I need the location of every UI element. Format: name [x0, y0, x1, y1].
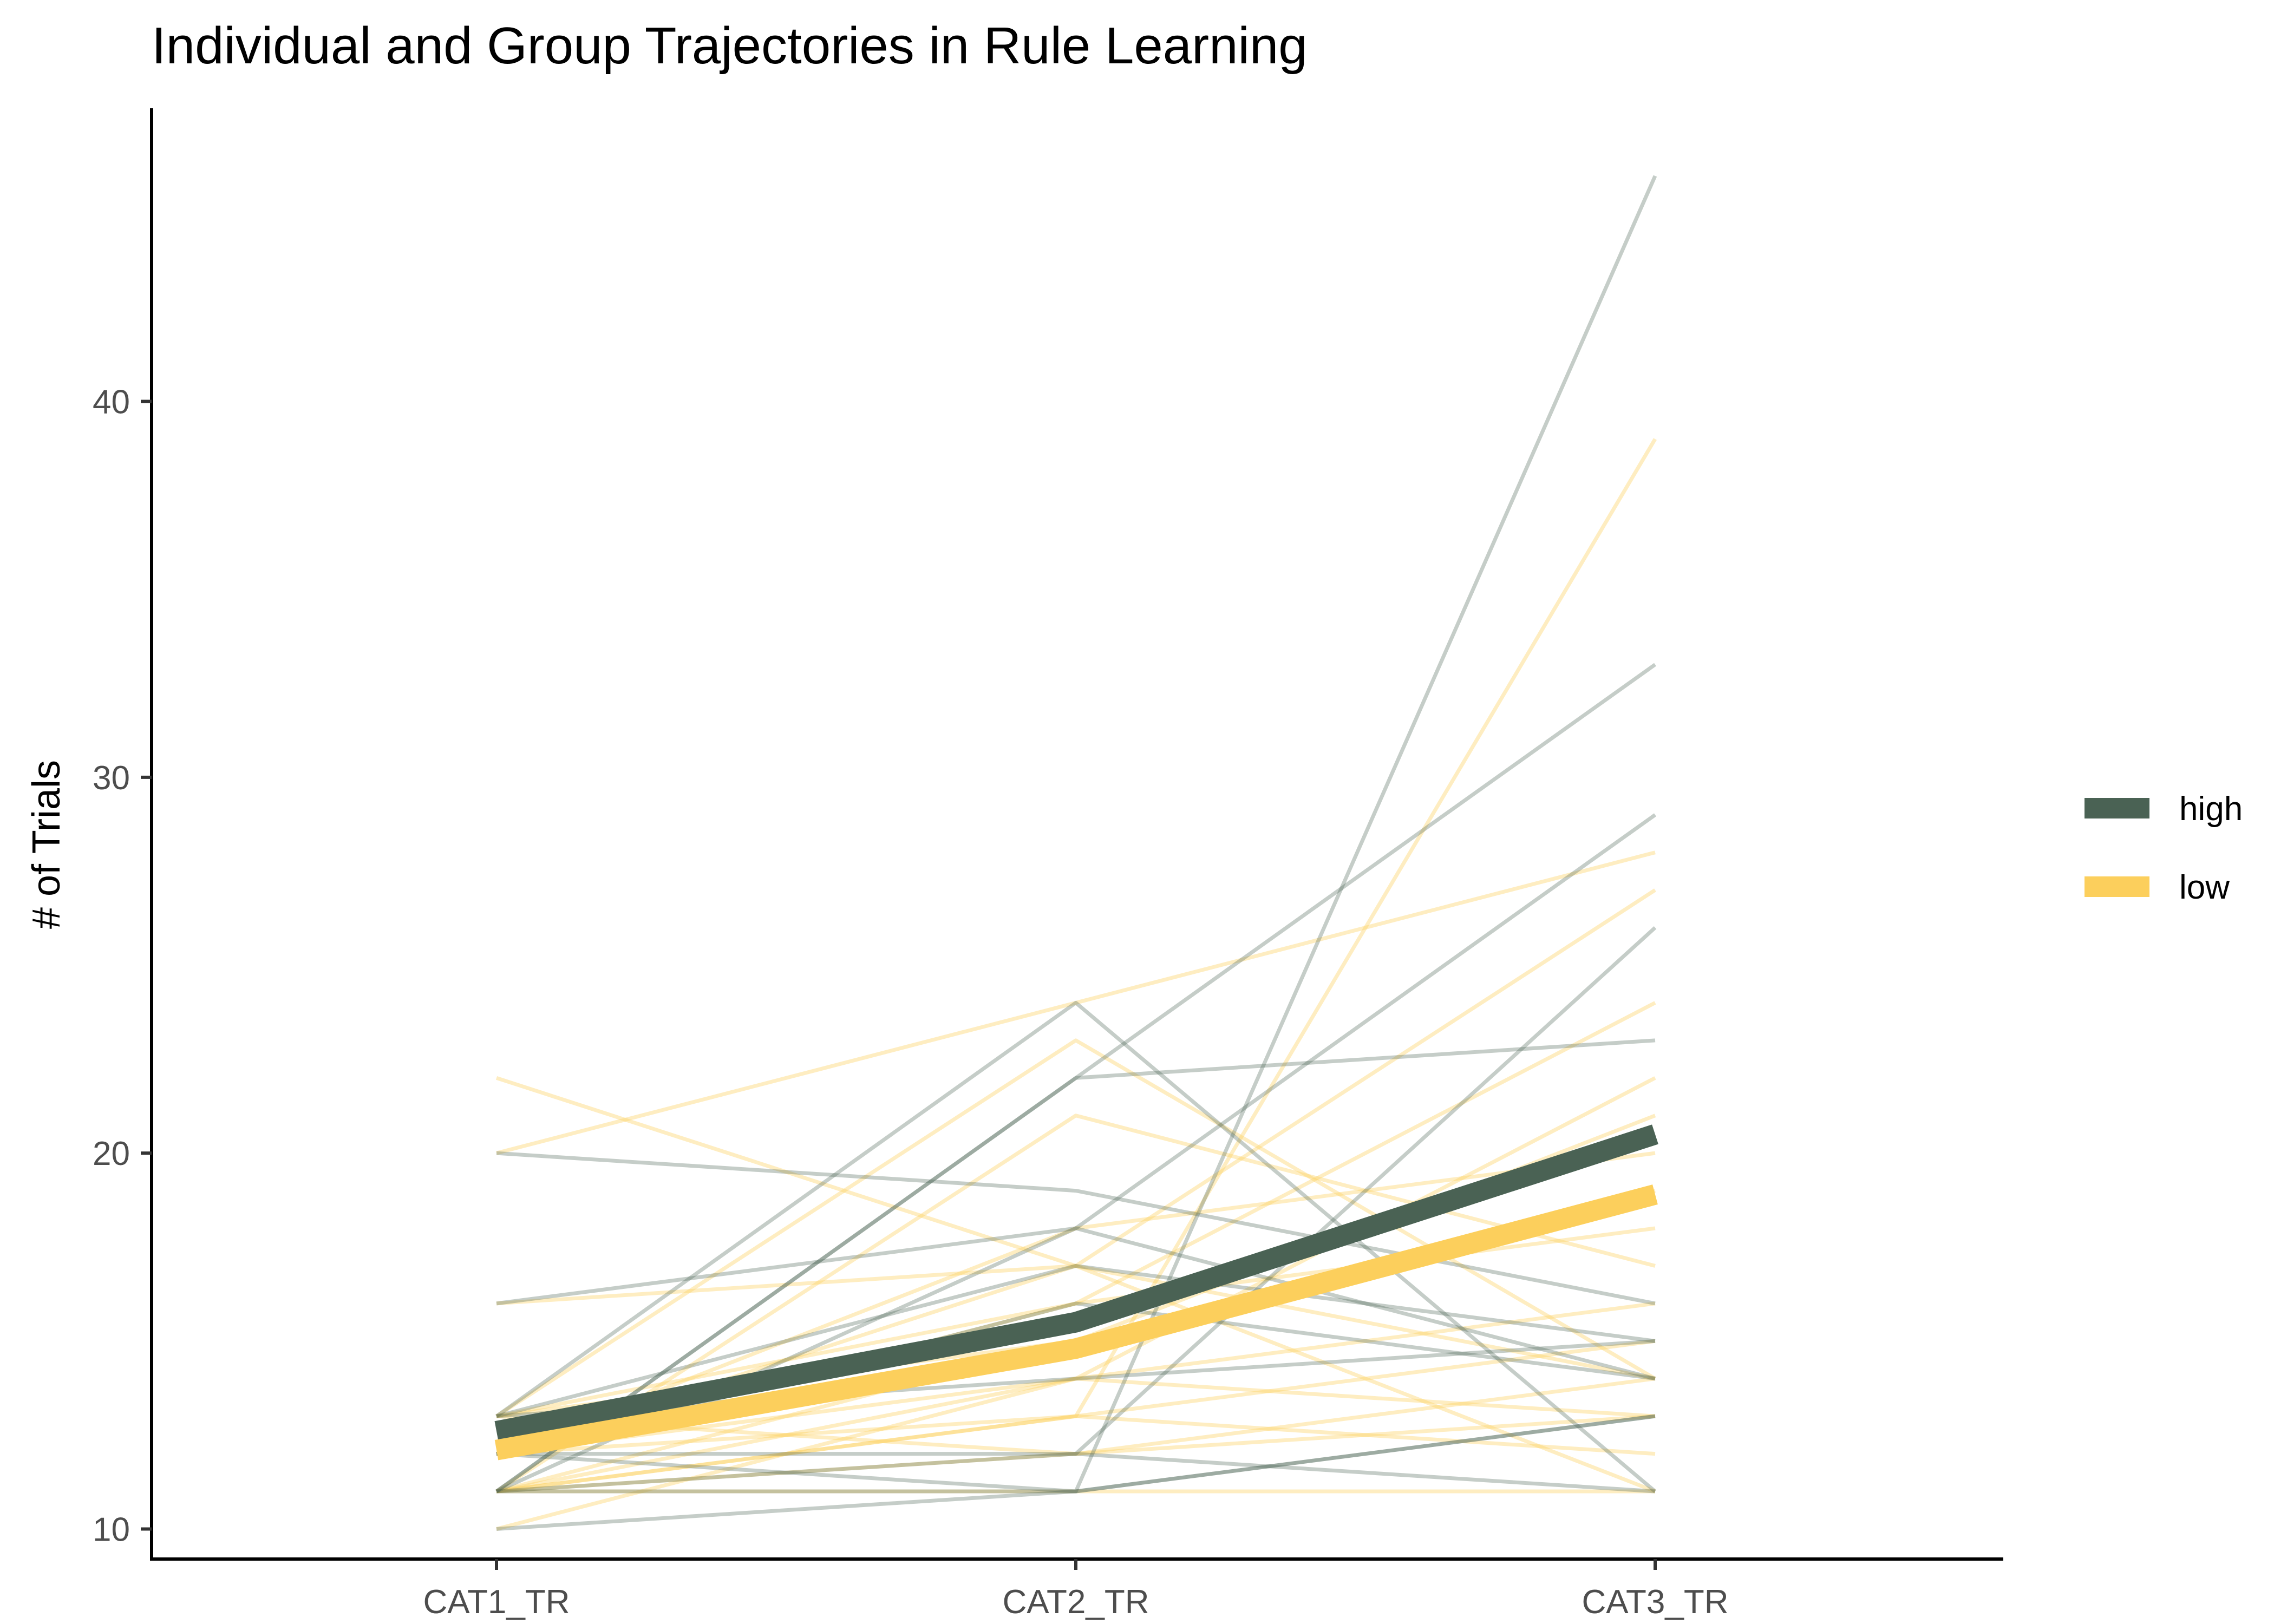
- trajectory-low-4: [496, 888, 1656, 1306]
- x-tick-label-cat2_tr: CAT2_TR: [1002, 1583, 1149, 1621]
- mean-line-high: [494, 1124, 1658, 1442]
- ticks: 10 20 30 40 CAT1_TR CAT2_TR CAT3_TR: [93, 384, 1728, 1621]
- trajectory-low-14: [496, 1301, 1656, 1531]
- y-tick-label: 30: [93, 759, 130, 797]
- trajectory-low-15: [496, 1377, 1656, 1456]
- y-tick-label: 20: [93, 1135, 130, 1173]
- trajectory-high-10: [495, 1038, 1656, 1493]
- trajectory-low-6: [495, 1114, 1656, 1493]
- trajectory-low-10: [496, 1414, 1656, 1456]
- chart-title: Individual and Group Trajectories in Rul…: [152, 17, 1308, 75]
- trajectory-high-7: [496, 1414, 1656, 1531]
- x-tick-label-cat1_tr: CAT1_TR: [423, 1583, 570, 1621]
- y-axis-title: # of Trials: [25, 760, 68, 929]
- legend-label-low: low: [2179, 869, 2230, 906]
- trajectory-high-12: [496, 1414, 1656, 1494]
- trajectory-high-6: [496, 1226, 1656, 1381]
- trajectory-high-9: [496, 1263, 1656, 1418]
- legend-label-high: high: [2179, 790, 2243, 828]
- trajectory-low-20: [496, 1377, 1656, 1456]
- trajectory-high-1: [496, 175, 1657, 1494]
- y-tick-label: 10: [93, 1511, 130, 1548]
- trajectory-high-5: [496, 1151, 1656, 1306]
- mean-line-low: [494, 1184, 1658, 1461]
- trajectory-low-11: [496, 1414, 1656, 1494]
- trajectory-low-2: [496, 850, 1656, 1155]
- trajectory-high-3: [495, 663, 1657, 1493]
- y-tick-label: 40: [93, 384, 130, 421]
- legend: high low: [2084, 790, 2243, 906]
- trajectory-high-8: [496, 926, 1657, 1456]
- trajectory-low-18: [496, 1339, 1656, 1494]
- trajectory-low-1: [496, 438, 1657, 1494]
- trajectory-high-14: [496, 1452, 1656, 1494]
- trajectory-low-5: [495, 1038, 1656, 1418]
- trajectory-low-3: [495, 1076, 1656, 1381]
- trajectory-high-2: [495, 1000, 1657, 1493]
- trajectory-low-8: [496, 1076, 1656, 1494]
- trajectory-low-13: [495, 1151, 1656, 1456]
- group-mean-lines: [494, 1124, 1658, 1461]
- x-tick-label-cat3_tr: CAT3_TR: [1582, 1583, 1728, 1621]
